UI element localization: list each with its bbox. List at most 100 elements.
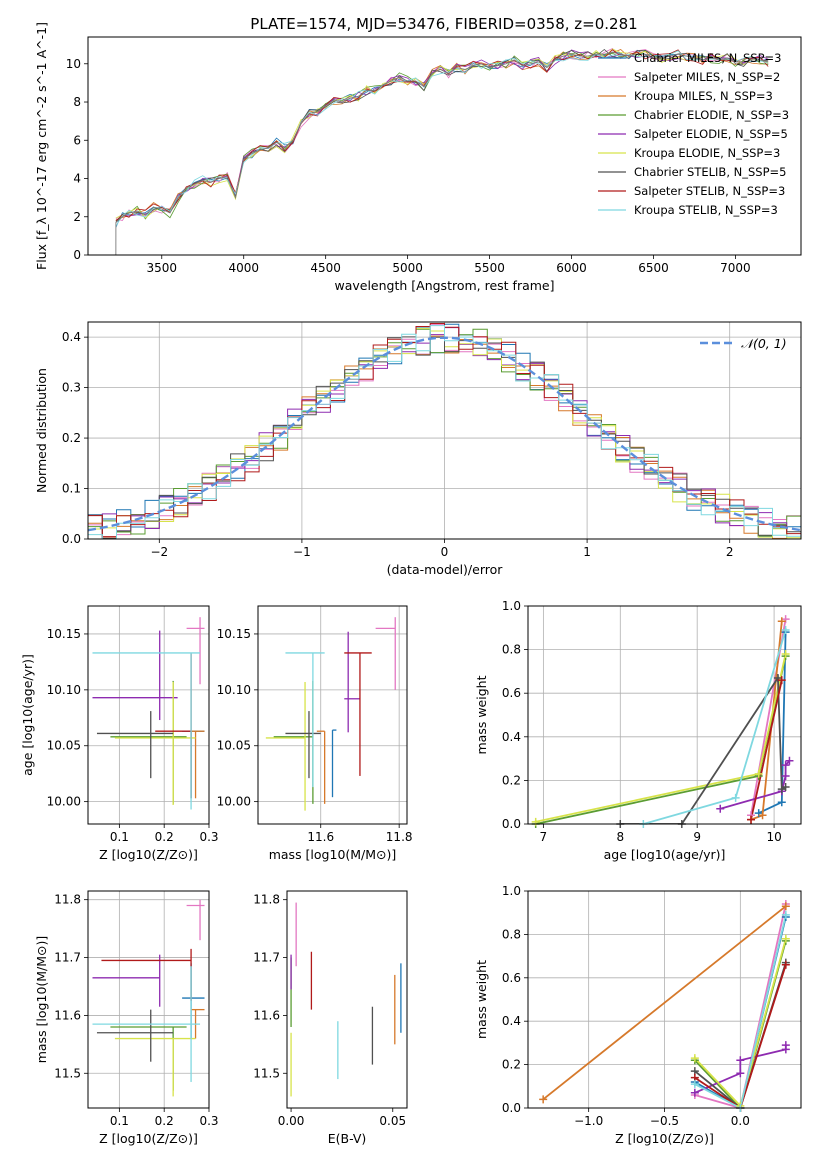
x-tick-label: 2 [726,545,734,559]
plot-area [115,48,769,255]
y-tick-label: 0.0 [502,1101,521,1115]
plot-area [92,617,205,810]
y-axis-label: age [log10(age/yr)] [20,654,35,776]
panel-mass-vs-EBV: 0.00 0.05 11.5 11.6 11.7 11.8 E(B-V) [253,890,408,1146]
weight-marker [539,1095,548,1104]
x-tick-label: 8 [616,830,624,844]
histogram-step [88,336,801,539]
panel-spectrum: 3500 4000 4500 5000 5500 6000 6500 7000 0 2 4 6 8 10 w… [34,22,802,293]
x-tick-label: 4500 [310,261,341,275]
panel-mass-weight-vs-age: 7 8 9 10 0.0 0.2 0.4 0.6 0.8 1.0 age [log10(age/yr… [474,599,802,862]
legend-label: Kroupa ELODIE, N_SSP=3 [634,146,780,160]
weight-line [535,655,787,824]
axes-frame [527,890,802,1109]
weight-marker [716,804,725,813]
y-tick-label: 4 [73,172,81,186]
y-axis-label: Normed distribution [34,368,49,493]
model-line [115,48,769,219]
y-tick-label: 0.4 [502,1014,521,1028]
weight-line [750,679,783,820]
axes-frame [527,605,802,825]
x-tick-label: 10 [766,830,781,844]
panel-mass-vs-Z: 0.1 0.2 0.3 11.5 11.6 11.7 11.8 Z [log10(Z/Z⊙)]… [34,890,219,1146]
axes-frame [87,890,210,1109]
weight-marker [781,625,790,634]
weight-marker [781,782,790,791]
legend-label: 𝒩(0, 1) [741,336,787,351]
y-tick-label: 11.5 [54,1066,81,1080]
figure-title: PLATE=1574, MJD=53476, FIBERID=0358, z=0… [250,15,637,33]
y-tick-label: 0.6 [502,686,521,700]
x-tick-label: 0.3 [199,1114,218,1128]
y-tick-label: 10.00 [217,795,251,809]
weight-marker [781,1041,790,1050]
x-tick-label: 11.8 [386,830,413,844]
x-axis-label: wavelength [Angstrom, rest frame] [334,278,554,293]
x-tick-label: 6500 [638,261,669,275]
x-tick-label: 0.05 [379,1114,406,1128]
y-tick-label: 11.8 [54,893,81,907]
weight-marker [781,772,790,781]
gaussian-curve [88,336,801,532]
x-tick-label: 1 [583,545,591,559]
legend-label: Salpeter MILES, N_SSP=2 [634,70,780,84]
weight-marker [781,649,790,658]
panel-age-vs-Z: 0.1 0.2 0.3 10.00 10.05 10.10 10.15 Z [log10(Z/… [20,605,219,862]
y-tick-label: 0.4 [502,730,521,744]
y-tick-label: 10.05 [217,739,251,753]
x-tick-label: 4000 [228,261,259,275]
y-tick-label: 0.1 [62,482,81,496]
x-tick-label: 5500 [474,261,505,275]
weight-marker [736,1056,745,1065]
axes-frame [87,321,802,540]
x-tick-label: −2 [150,545,168,559]
x-tick-label: 0.0 [731,1114,750,1128]
legend-label: Chabrier ELODIE, N_SSP=3 [634,108,789,122]
weight-marker [781,761,790,770]
x-tick-label: 0.2 [155,1114,174,1128]
y-tick-label: 2 [73,210,81,224]
weight-marker [781,910,790,919]
weight-marker [731,793,740,802]
x-tick-label: −1 [293,545,311,559]
x-axis-label: mass [log10(M/M⊙)] [269,847,397,862]
legend-label: Salpeter STELIB, N_SSP=3 [634,184,785,198]
x-tick-label: 0.2 [155,830,174,844]
weight-marker [690,1054,699,1063]
x-tick-label: 0.1 [110,830,129,844]
y-tick-label: 0.0 [502,817,521,831]
x-tick-label: 7000 [720,261,751,275]
y-tick-label: 0 [73,248,81,262]
weight-marker [781,960,790,969]
x-tick-label: 3500 [146,261,177,275]
weight-line [542,905,787,1101]
legend-label: Salpeter ELODIE, N_SSP=5 [634,127,788,141]
x-axis-label: Z [log10(Z/Z⊙)] [99,1131,198,1146]
y-tick-label: 0.4 [62,330,81,344]
x-tick-label: 7 [540,830,548,844]
weight-marker [690,1088,699,1097]
plot-area [265,617,396,811]
panel-age-vs-mass: 11.6 11.8 10.00 10.05 10.10 10.15 mass [log10(… [217,605,413,862]
weight-marker [777,798,786,807]
weight-line [694,914,787,1108]
observed-spectrum [115,51,769,255]
x-tick-label: 6000 [556,261,587,275]
x-axis-label: (data-model)/error [387,562,504,577]
x-tick-label: 11.6 [307,830,334,844]
y-tick-label: 10.10 [47,683,81,697]
y-tick-label: 11.7 [54,951,81,965]
x-axis-label: age [log10(age/yr)] [604,847,726,862]
weight-line [620,675,787,824]
x-axis-label: Z [log10(Z/Z⊙)] [99,847,198,862]
weight-marker [758,811,767,820]
weight-marker [785,756,794,765]
x-tick-label: 0.00 [278,1114,305,1128]
y-tick-label: 11.7 [253,951,280,965]
y-tick-label: 10.15 [217,627,251,641]
x-tick-label: 0 [441,545,449,559]
panels: 3500 4000 4500 5000 5500 6000 6500 70000246810w… [20,22,802,1146]
y-tick-label: 0.3 [62,381,81,395]
weight-marker [781,934,790,943]
